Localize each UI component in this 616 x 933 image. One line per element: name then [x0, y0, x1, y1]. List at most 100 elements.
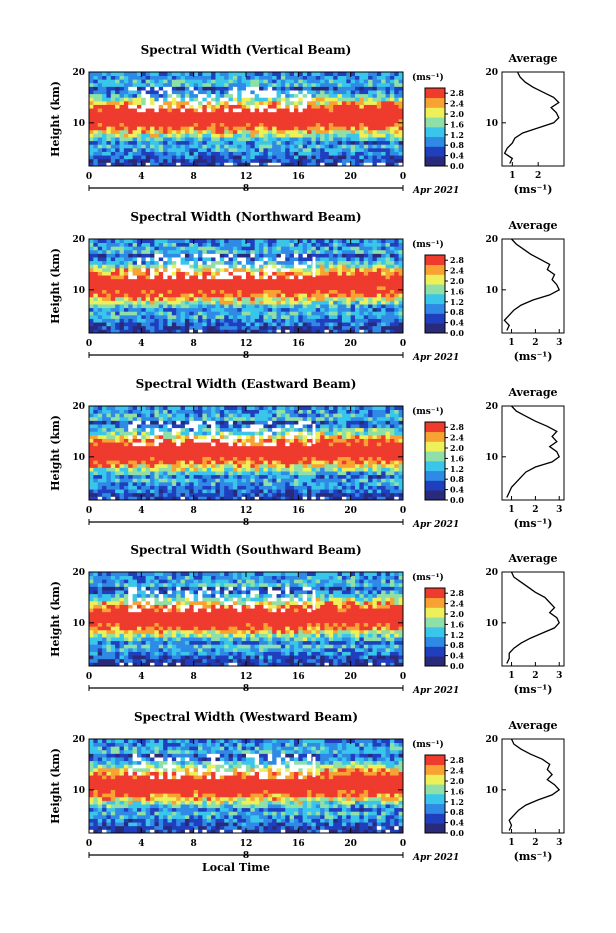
heatmap-cell — [237, 326, 242, 330]
heatmap-cell — [220, 413, 225, 417]
heatmap-cell — [163, 482, 168, 486]
heatmap-cell — [106, 319, 111, 323]
heatmap-cell — [207, 268, 212, 272]
heatmap-cell — [215, 290, 220, 294]
colorbar-tick-label: 1.6 — [450, 286, 464, 296]
heatmap-cell — [202, 272, 207, 276]
heatmap-cell — [128, 322, 133, 326]
heatmap-cell — [338, 293, 343, 297]
heatmap-cell — [246, 130, 251, 134]
heatmap-cell — [168, 94, 173, 98]
heatmap-cell — [185, 115, 190, 119]
heatmap-cell — [172, 453, 177, 457]
heatmap-cell — [325, 250, 330, 254]
heatmap-cell — [298, 144, 303, 148]
heatmap-cell — [229, 457, 234, 461]
heatmap-cell — [120, 76, 125, 80]
heatmap-cell — [185, 322, 190, 326]
heatmap-cell — [268, 268, 273, 272]
heatmap-cell — [194, 457, 199, 461]
heatmap-cell — [294, 123, 299, 127]
heatmap-cell — [159, 431, 164, 435]
heatmap-cell — [102, 442, 107, 446]
heatmap-cell — [346, 148, 351, 152]
heatmap-cell — [189, 264, 194, 268]
heatmap-cell — [255, 264, 260, 268]
heatmap-cell — [120, 293, 125, 297]
heatmap-cell — [115, 308, 120, 312]
heatmap-cell — [368, 76, 373, 80]
heatmap-cell — [268, 315, 273, 319]
heatmap-cell — [229, 406, 234, 410]
heatmap-cell — [224, 94, 229, 98]
heatmap-cell — [277, 279, 282, 283]
heatmap-cell — [163, 119, 168, 123]
heatmap-cell — [285, 112, 290, 116]
heatmap-cell — [246, 290, 251, 294]
heatmap-cell — [250, 475, 255, 479]
heatmap-cell — [281, 83, 286, 87]
heatmap-cell — [298, 105, 303, 109]
heatmap-cell — [229, 268, 234, 272]
heatmap-cell — [211, 112, 216, 116]
heatmap-cell — [102, 101, 107, 105]
heatmap-cell — [381, 319, 386, 323]
heatmap-cell — [194, 290, 199, 294]
heatmap-cell — [89, 94, 94, 98]
heatmap-cell — [211, 133, 216, 137]
heatmap-cell — [346, 115, 351, 119]
heatmap-cell — [106, 137, 111, 141]
heatmap-cell — [224, 90, 229, 94]
heatmap-cell — [268, 424, 273, 428]
colorbar-swatch — [425, 137, 445, 147]
heatmap-cell — [290, 105, 295, 109]
heatmap-cell — [189, 130, 194, 134]
heatmap-cell — [298, 159, 303, 163]
heatmap-cell — [268, 410, 273, 414]
heatmap-cell — [163, 275, 168, 279]
heatmap-cell — [250, 272, 255, 276]
heatmap-cell — [333, 144, 338, 148]
heatmap-cell — [237, 319, 242, 323]
heatmap-cell — [277, 94, 282, 98]
heatmap-cell — [137, 449, 142, 453]
heatmap-cell — [255, 72, 260, 76]
heatmap-cell — [263, 286, 268, 290]
heatmap-cell — [320, 137, 325, 141]
heatmap-cell — [181, 239, 186, 243]
colorbar-tick-label: 0.0 — [450, 161, 464, 171]
heatmap-cell — [298, 76, 303, 80]
heatmap-cell — [207, 290, 212, 294]
heatmap-cell — [93, 308, 98, 312]
heatmap-cell — [268, 101, 273, 105]
average-x-tick-label: 2 — [532, 338, 538, 348]
heatmap-cell — [207, 308, 212, 312]
heatmap-cell — [237, 261, 242, 265]
heatmap-cell — [111, 268, 116, 272]
heatmap-cell — [124, 413, 129, 417]
heatmap-cell — [220, 257, 225, 261]
heatmap-cell — [368, 268, 373, 272]
heatmap-cell — [176, 272, 181, 276]
heatmap-cell — [381, 133, 386, 137]
heatmap-cell — [281, 239, 286, 243]
heatmap-cell — [364, 159, 369, 163]
heatmap-cell — [159, 94, 164, 98]
colorbar-tick-label: 0.8 — [450, 307, 464, 317]
heatmap-cell — [220, 83, 225, 87]
heatmap-cell — [333, 123, 338, 127]
heatmap-cell — [237, 79, 242, 83]
heatmap-cell — [93, 112, 98, 116]
heatmap-cell — [202, 246, 207, 250]
heatmap-cell — [141, 453, 146, 457]
heatmap-cell — [372, 152, 377, 156]
heatmap-cell — [194, 253, 199, 257]
heatmap-cell — [229, 326, 234, 330]
heatmap-cell — [150, 94, 155, 98]
heatmap-cell — [168, 133, 173, 137]
heatmap-cell — [124, 482, 129, 486]
heatmap-cell — [229, 279, 234, 283]
heatmap-cell — [259, 460, 264, 464]
heatmap-cell — [181, 300, 186, 304]
heatmap-cell — [294, 90, 299, 94]
